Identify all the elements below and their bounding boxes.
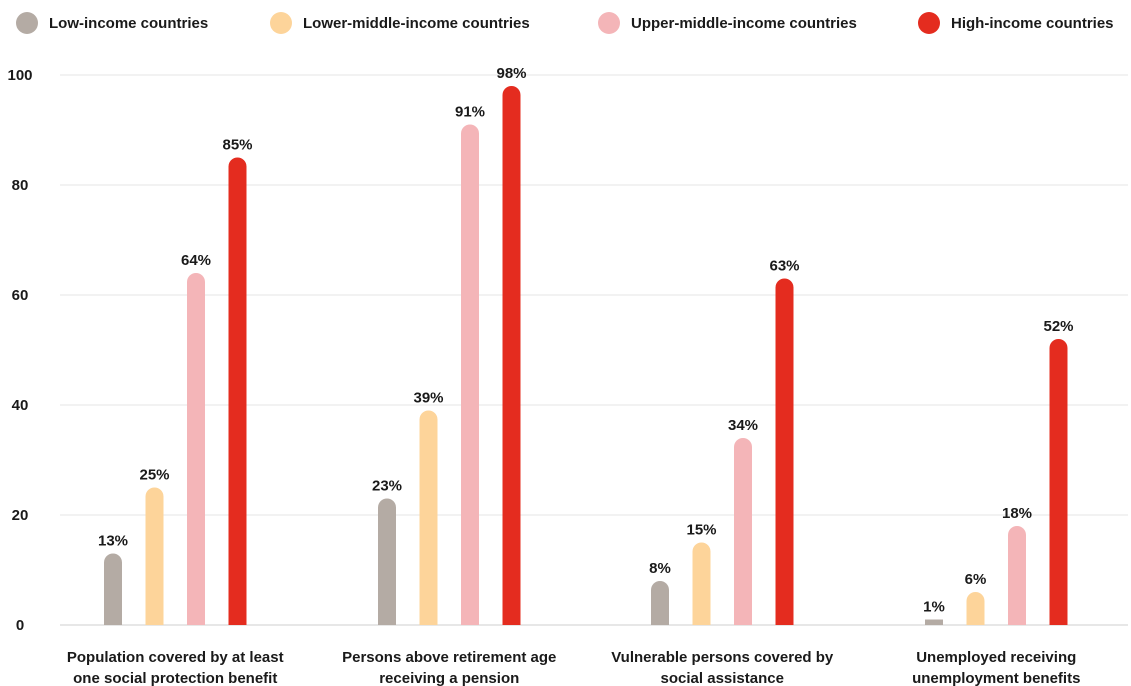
- legend-label-lower-middle-income: Lower-middle-income countries: [303, 14, 530, 32]
- legend-item-low-income: Low-income countries: [16, 12, 208, 34]
- bar-series2-cat3: [1008, 526, 1026, 625]
- data-label-series1-cat3: 6%: [965, 571, 987, 588]
- data-label-series3-cat2: 63%: [769, 258, 799, 275]
- data-label-series1-cat0: 25%: [139, 467, 169, 484]
- x-category-label-2-line0: Vulnerable persons covered by: [611, 649, 834, 666]
- bar-series1-cat1: [419, 410, 438, 625]
- legend-swatch-high-income: [918, 12, 940, 34]
- x-category-label-0-line1: one social protection benefit: [73, 670, 277, 686]
- data-label-series0-cat0: 13%: [98, 533, 128, 550]
- data-label-series2-cat3: 18%: [1002, 505, 1032, 522]
- data-label-series2-cat0: 64%: [181, 252, 211, 269]
- bar-series3-cat1: [502, 86, 521, 625]
- legend-label-high-income: High-income countries: [951, 14, 1114, 32]
- data-label-series3-cat1: 98%: [496, 65, 526, 82]
- legend-swatch-upper-middle-income: [598, 12, 620, 34]
- x-category-label-0-line0: Population covered by at least: [67, 649, 284, 666]
- legend-item-lower-middle-income: Lower-middle-income countries: [270, 12, 530, 34]
- data-label-series3-cat3: 52%: [1043, 318, 1073, 335]
- legend-item-high-income: High-income countries: [918, 12, 1114, 34]
- bar-series2-cat2: [734, 438, 752, 625]
- bar-series2-cat0: [187, 273, 205, 625]
- y-tick-label-20: 20: [12, 507, 29, 524]
- legend-swatch-low-income: [16, 12, 38, 34]
- y-tick-label-60: 60: [12, 287, 29, 304]
- data-label-series2-cat1: 91%: [455, 104, 485, 121]
- x-category-label-2-line1: social assistance: [661, 670, 784, 686]
- bar-series3-cat3: [1049, 339, 1068, 625]
- bar-series3-cat0: [228, 157, 247, 625]
- y-tick-label-80: 80: [12, 177, 29, 194]
- bar-series0-cat0: [104, 553, 122, 625]
- legend-swatch-lower-middle-income: [270, 12, 292, 34]
- legend-label-upper-middle-income: Upper-middle-income countries: [631, 14, 857, 32]
- data-label-series0-cat1: 23%: [372, 478, 402, 495]
- legend: Low-income countries Lower-middle-income…: [0, 0, 1131, 46]
- data-label-series1-cat2: 15%: [686, 522, 716, 539]
- legend-label-low-income: Low-income countries: [49, 14, 209, 32]
- bar-series0-cat1: [378, 498, 396, 625]
- bar-series0-cat3: [925, 619, 943, 625]
- data-label-series0-cat3: 1%: [923, 599, 945, 616]
- data-label-series0-cat2: 8%: [649, 560, 671, 577]
- bar-series1-cat2: [692, 542, 711, 625]
- y-tick-label-0: 0: [16, 617, 24, 634]
- data-label-series1-cat1: 39%: [413, 390, 443, 407]
- bar-series3-cat2: [775, 278, 794, 625]
- bar-series0-cat2: [651, 581, 669, 625]
- legend-item-upper-middle-income: Upper-middle-income countries: [598, 12, 857, 34]
- bar-series1-cat3: [966, 592, 985, 625]
- data-label-series2-cat2: 34%: [728, 417, 758, 434]
- x-category-label-1-line1: receiving a pension: [379, 670, 519, 686]
- bar-series1-cat0: [145, 487, 164, 625]
- x-category-label-1-line0: Persons above retirement age: [342, 649, 556, 666]
- y-tick-label-100: 100: [7, 67, 32, 84]
- bar-series2-cat1: [461, 124, 479, 625]
- x-category-label-3-line1: unemployment benefits: [912, 670, 1080, 686]
- data-label-series3-cat0: 85%: [222, 137, 252, 154]
- x-category-label-3-line0: Unemployed receiving: [916, 649, 1076, 666]
- y-tick-label-40: 40: [12, 397, 29, 414]
